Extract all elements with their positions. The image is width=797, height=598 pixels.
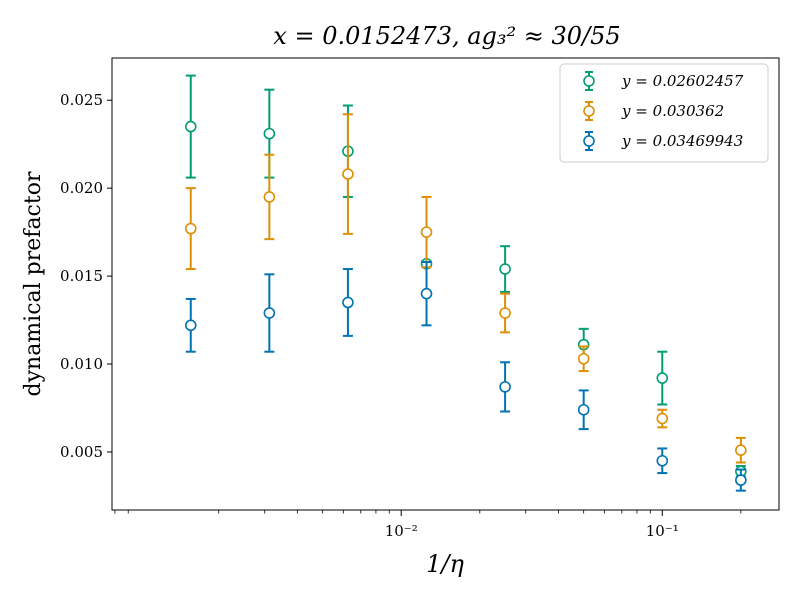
y-tick-label: 0.005: [60, 443, 103, 461]
data-point: [499, 307, 511, 319]
x-axis-label: 1/η: [426, 550, 464, 578]
plot-frame: [111, 57, 780, 511]
series-layer: [184, 74, 747, 492]
data-point: [184, 120, 197, 133]
data-point: [263, 307, 276, 319]
y-tick-label: 0.010: [60, 355, 103, 373]
legend-marker: [583, 75, 595, 87]
legend-label: y = 0.030362: [621, 102, 724, 120]
y-axis-label: dynamical prefactor: [21, 171, 46, 396]
x-axis: 10⁻² 10⁻¹: [114, 510, 742, 540]
data-point: [499, 381, 511, 393]
data-point: [263, 127, 276, 140]
y-axis: 0.005 0.010 0.015 0.020 0.025: [60, 91, 112, 461]
data-point: [342, 168, 354, 180]
data-point: [577, 352, 590, 365]
chart-title: x = 0.0152473, ag₃² ≈ 30/55: [273, 22, 620, 50]
x-tick-label: 10⁻¹: [646, 522, 679, 540]
data-point: [735, 474, 747, 486]
legend-label: y = 0.02602457: [621, 72, 744, 90]
data-point: [342, 296, 354, 309]
data-point: [184, 319, 197, 332]
legend-label: y = 0.03469943: [621, 132, 743, 150]
legend-entry: y = 0.030362: [583, 101, 724, 121]
y-tick-label: 0.015: [60, 267, 103, 285]
series-3: [184, 261, 747, 492]
legend-marker: [583, 135, 595, 147]
legend-entry: y = 0.03469943: [583, 131, 743, 151]
data-point: [656, 454, 669, 467]
data-point: [735, 444, 747, 457]
data-point: [184, 222, 197, 235]
data-point: [420, 226, 433, 238]
legend-marker: [583, 105, 595, 117]
x-tick-label: 10⁻²: [385, 522, 418, 540]
data-point: [420, 287, 433, 300]
data-point: [656, 412, 669, 425]
series-2: [184, 113, 747, 464]
data-point: [263, 191, 276, 203]
legend-entry: y = 0.02602457: [583, 71, 744, 91]
y-tick-label: 0.025: [60, 91, 103, 109]
y-tick-label: 0.020: [60, 179, 103, 197]
legend: y = 0.02602457 y = 0.030362 y = 0.03469943: [559, 63, 769, 163]
data-point: [577, 403, 590, 416]
legend-box: [559, 63, 769, 163]
data-point: [499, 263, 511, 275]
data-point: [656, 372, 669, 384]
